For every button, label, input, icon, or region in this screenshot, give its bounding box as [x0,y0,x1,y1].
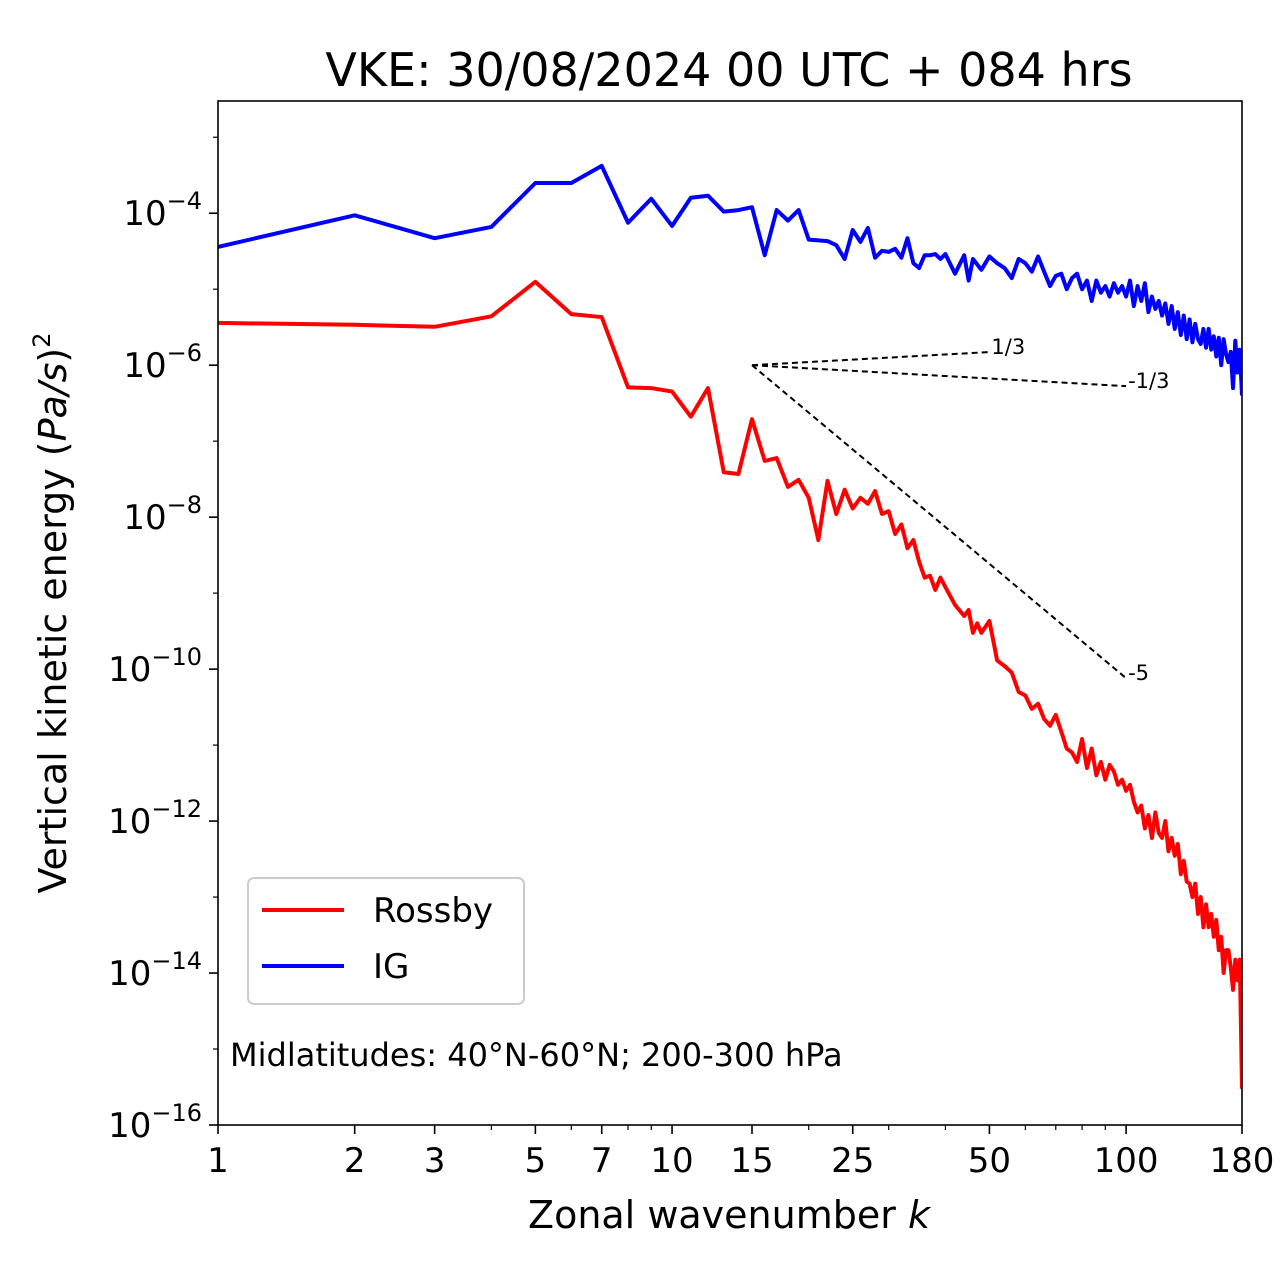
slope-line [751,364,1127,388]
x-tick-label: 15 [730,1141,773,1181]
chart-title: VKE: 30/08/2024 00 UTC + 084 hrs [325,43,1132,97]
y-tick-label: 10−16 [108,1099,202,1146]
slope-label: 1/3 [991,335,1025,359]
y-tick-label: 10−6 [123,339,202,386]
x-axis-label: Zonal wavenumber k [528,1193,932,1237]
series-line-ig [218,163,1242,396]
reference-slopes: 1/3 -1/3 -5 [751,335,1169,685]
y-axis-ticks: 10−4 10−6 10−8 10−10 10−12 10−14 10−16 [108,136,218,1146]
series-line-rossby [218,279,1242,1089]
x-tick-label: 100 [1094,1141,1159,1181]
series-layer [218,163,1242,1089]
y-tick-label: 10−10 [108,643,202,690]
slope-label: -1/3 [1128,369,1169,393]
y-axis-label: Vertical kinetic energy (Pa/s)2 [28,332,75,893]
slope-line [751,364,1127,679]
x-tick-label: 50 [968,1141,1011,1181]
y-tick-label: 10−8 [123,491,202,538]
plot-frame [217,100,1243,1126]
x-tick-label: 7 [591,1141,613,1181]
x-tick-label: 25 [831,1141,874,1181]
x-tick-label: 5 [525,1141,547,1181]
x-tick-label: 3 [424,1141,446,1181]
x-tick-label: 2 [344,1141,366,1181]
x-tick-label: 10 [650,1141,693,1181]
x-axis-ticks: 1 2 3 5 7 10 15 25 50 100 180 [207,1125,1274,1181]
x-tick-label: 1 [207,1141,229,1181]
legend-label-ig: IG [373,947,409,987]
y-tick-label: 10−12 [108,795,202,842]
y-tick-label: 10−14 [108,947,202,994]
y-tick-label: 10−4 [123,187,202,234]
legend-label-rossby: Rossby [373,891,493,931]
slope-label: -5 [1128,661,1149,685]
region-annotation: Midlatitudes: 40°N-60°N; 200-300 hPa [230,1036,843,1074]
x-tick-label: 180 [1210,1141,1275,1181]
legend: Rossby IG [247,877,525,1005]
